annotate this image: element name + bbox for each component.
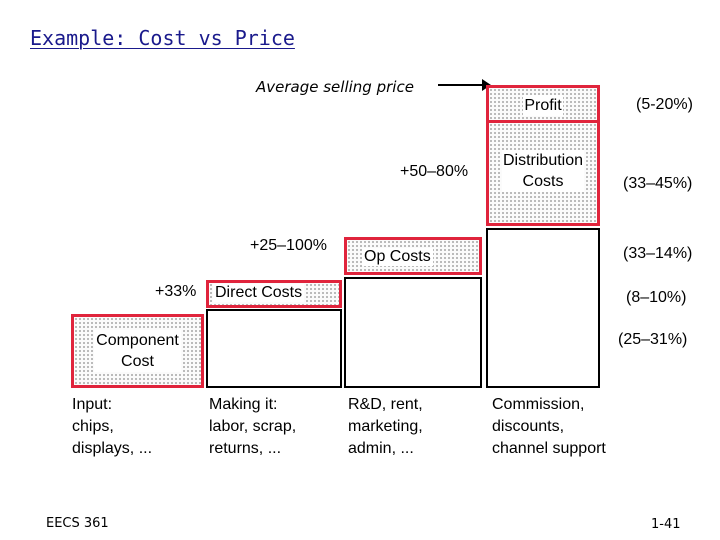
direct-percentage: (8–10%) <box>626 289 687 306</box>
distribution-percentage: (33–45%) <box>623 175 693 192</box>
page-number: 1-41 <box>651 517 681 532</box>
distribution-markup: +50–80% <box>400 163 469 180</box>
course-label: EECS 361 <box>46 516 109 531</box>
input-note: Input: chips, displays, ... <box>72 396 153 457</box>
arrow-line <box>438 84 484 86</box>
commission-note: Commission, discounts, channel support <box>492 396 606 457</box>
profit-box: Profit <box>486 85 600 123</box>
profit-percentage: (5-20%) <box>636 96 693 113</box>
direct-costs-box: Direct Costs <box>206 280 342 308</box>
op-percentage: (33–14%) <box>623 245 693 262</box>
op-markup: +25–100% <box>250 237 327 254</box>
op-stack-box <box>206 309 342 388</box>
component-cost-box: Component Cost <box>71 314 204 388</box>
component-cost-label: Component Cost <box>94 330 181 372</box>
profit-label: Profit <box>523 95 563 116</box>
op-costs-label: Op Costs <box>362 248 433 266</box>
direct-costs-label: Direct Costs <box>213 284 305 302</box>
distribution-stack-box <box>344 277 482 388</box>
rd-note: R&D, rent, marketing, admin, ... <box>348 396 423 457</box>
average-selling-price-label: Average selling price <box>256 78 414 96</box>
distribution-costs-label: Distribution Costs <box>501 150 585 192</box>
making-note: Making it: labor, scrap, returns, ... <box>209 396 297 457</box>
price-stack-box <box>486 228 600 388</box>
component-percentage: (25–31%) <box>618 331 688 348</box>
slide-title: Example: Cost vs Price <box>30 26 295 50</box>
direct-markup: +33% <box>155 283 197 300</box>
op-costs-box: Op Costs <box>344 237 482 275</box>
distribution-costs-box: Distribution Costs <box>486 120 600 226</box>
